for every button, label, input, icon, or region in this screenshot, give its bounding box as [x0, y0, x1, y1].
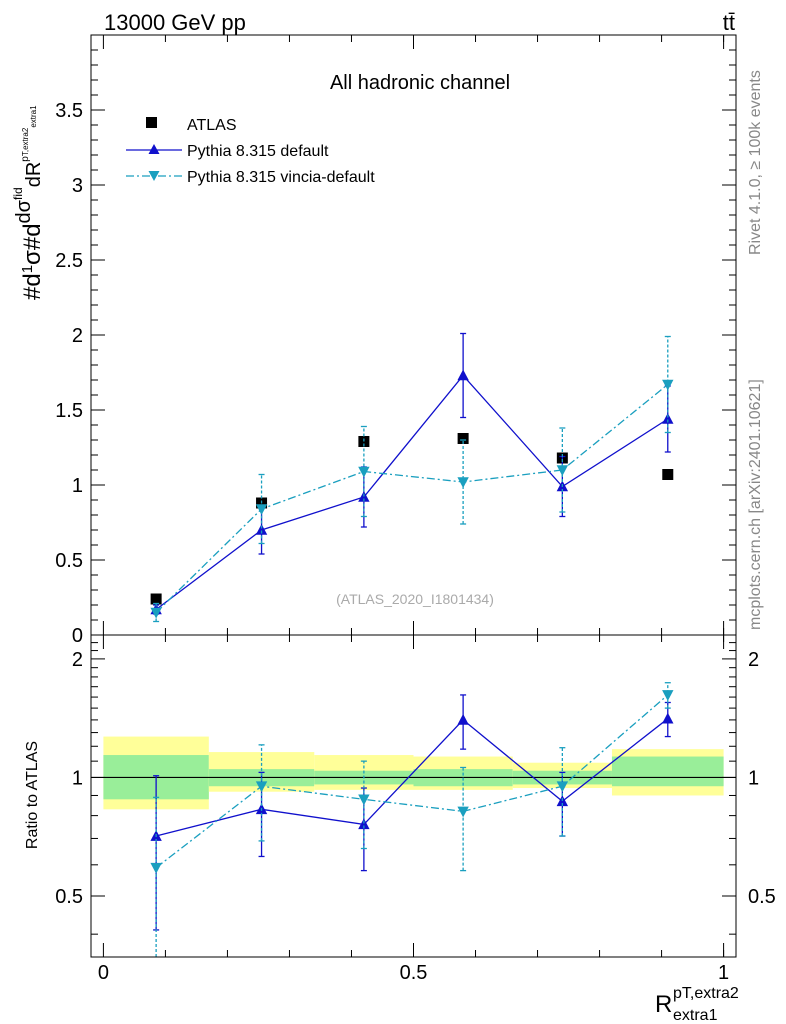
ratio-series-marker: [662, 690, 674, 701]
ylabel-part-10: extra1: [29, 105, 38, 128]
series-marker: [662, 379, 674, 391]
ratio-y-axis-label: Ratio to ATLAS: [24, 741, 41, 849]
x-axis-label: R pT,extra2 extra1: [655, 985, 739, 1024]
ratio-series-marker: [150, 862, 162, 874]
x-tick-label: 0: [98, 962, 109, 984]
ratio-y-tick-label: 1: [72, 767, 83, 789]
main-y-axis-label: #d1σ#ddσfiddRpT,extra2extra1: [11, 105, 46, 300]
main-y-tick-label: 3: [72, 175, 83, 197]
main-plot-content: [150, 332, 674, 623]
ylabel-part-1: #d: [19, 273, 46, 300]
series-line: [155, 383, 669, 613]
main-y-tick-label: 2: [72, 325, 83, 347]
ratio-series-marker: [358, 818, 370, 830]
series-marker: [457, 477, 469, 488]
series-line: [155, 374, 669, 611]
ratio-series-marker: [556, 781, 569, 793]
ratio-y-tick-label-right: 1: [748, 767, 759, 789]
ratio-inner-uncertainty-band: [611, 756, 724, 787]
legend-label-vincia: Pythia 8.315 vincia-default: [187, 169, 375, 186]
x-tick-label: 0.5: [400, 962, 428, 984]
series-0: [150, 332, 674, 615]
xlabel-superscript: pT,extra2: [673, 985, 739, 1002]
ratio-series-marker: [358, 794, 370, 806]
ylabel-part-6: fid: [11, 187, 25, 200]
ratio-series-marker: [662, 712, 674, 724]
atlas-data-point: [457, 433, 469, 444]
ratio-panel: 0 0.5 1 0.5 0.5 1 1 2 2: [55, 634, 776, 984]
ratio-series-0: [150, 694, 674, 931]
ratio-y-tick-label: 2: [72, 649, 83, 671]
series-marker: [255, 504, 268, 515]
series-marker: [556, 465, 569, 476]
ratio-series-line: [155, 718, 669, 837]
ratio-series-marker: [255, 781, 268, 793]
analysis-label: (ATLAS_2020_I1801434): [336, 591, 494, 607]
ylabel-part-2: 1: [19, 265, 36, 273]
legend-marker-default: [148, 144, 160, 154]
ylabel-part-5: dσ: [13, 199, 35, 223]
main-y-tick-label: 3.5: [55, 100, 83, 122]
xlabel-main: R: [655, 991, 672, 1018]
atlas-data-point: [150, 593, 162, 605]
ratio-series-1: [150, 682, 674, 957]
ylabel-part-9: T,extra2: [21, 127, 30, 156]
legend-marker-atlas: [146, 117, 157, 128]
main-y-tick-label: 1.5: [55, 400, 83, 422]
main-panel: 0 0.5 1 1.5 2 2.5 3 3.5 All hadronic channel (A…: [55, 34, 737, 647]
chart-title: All hadronic channel: [330, 72, 510, 94]
ylabel-part-3: σ: [19, 250, 46, 265]
rivet-version-label: Rivet 4.1.0, ≥ 100k events: [747, 70, 764, 255]
ratio-y-tick-label-right: 0.5: [748, 886, 776, 908]
main-axis-ticks: 0 0.5 1 1.5 2 2.5 3 3.5: [55, 35, 736, 647]
series-marker: [457, 369, 469, 381]
xlabel-subscript: extra1: [673, 1007, 718, 1024]
main-y-tick-label: 0.5: [55, 550, 83, 572]
main-y-tick-label: 0: [72, 625, 83, 647]
ratio-series-marker: [457, 713, 469, 725]
series-marker: [255, 524, 268, 535]
energy-label: 13000 GeV pp: [104, 10, 246, 35]
x-tick-label: 1: [718, 962, 729, 984]
ratio-axis-ticks: 0 0.5 1 0.5 0.5 1 1 2 2: [55, 635, 776, 984]
ratio-y-tick-label-right: 2: [748, 649, 759, 671]
ylabel-part-7: dR: [23, 162, 45, 188]
series-1: [150, 335, 674, 623]
main-y-tick-label: 2.5: [55, 250, 83, 272]
series-marker: [662, 413, 674, 424]
ratio-plot-content: [91, 682, 736, 957]
source-label: mcplots.cern.ch [arXiv:2401.10621]: [747, 379, 764, 630]
ylabel-part-4: #d: [19, 223, 46, 250]
series-marker: [358, 466, 370, 478]
ratio-series-marker: [457, 806, 469, 818]
legend-marker-vincia: [148, 171, 160, 181]
process-label: tt̄: [723, 10, 735, 35]
legend-label-default: Pythia 8.315 default: [187, 143, 329, 160]
ratio-y-tick-label: 0.5: [55, 886, 83, 908]
main-y-tick-label: 1: [72, 475, 83, 497]
legend: ATLAS Pythia 8.315 default Pythia 8.315 …: [126, 117, 375, 186]
atlas-data-point: [662, 469, 674, 480]
ylabel-part-8: p: [20, 156, 31, 162]
legend-label-atlas: ATLAS: [187, 117, 237, 134]
series-marker: [150, 607, 162, 619]
